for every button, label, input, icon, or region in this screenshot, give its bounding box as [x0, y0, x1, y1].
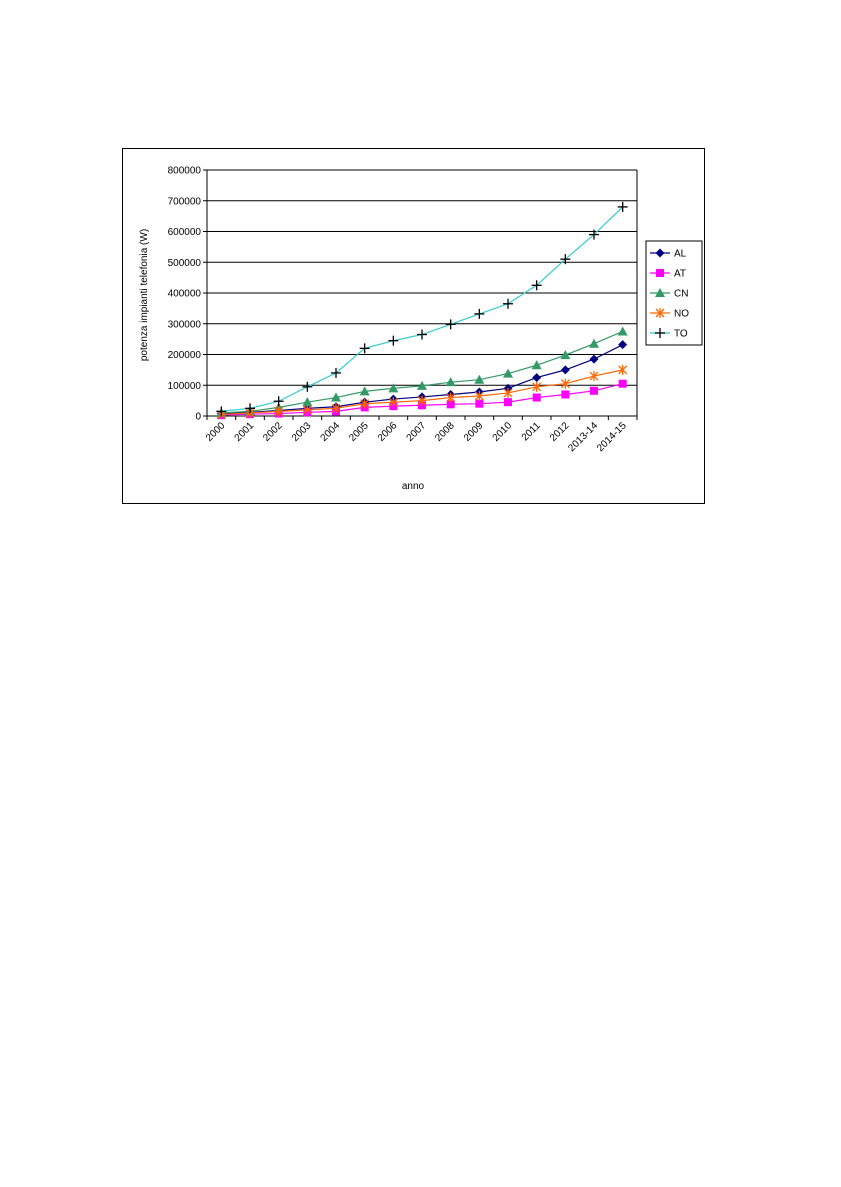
marker-to [474, 308, 485, 319]
marker-cn [302, 397, 313, 407]
y-tick-label: 200000 [168, 350, 202, 361]
legend-label-to: TO [674, 329, 688, 340]
marker-no [302, 404, 312, 415]
marker-to [531, 280, 542, 291]
y-tick-label: 700000 [168, 196, 202, 207]
x-tick-label: 2000 [204, 420, 228, 444]
x-tick-label: 2014-15 [595, 420, 629, 454]
marker-to [388, 335, 399, 346]
marker-at [532, 393, 541, 402]
marker-to [331, 367, 341, 378]
marker-at [475, 399, 484, 408]
x-tick-label: 2010 [491, 420, 515, 444]
x-tick-label: 2011 [520, 420, 543, 443]
marker-cn [331, 392, 341, 402]
y-tick-label: 500000 [168, 258, 202, 269]
x-tick-label: 2002 [261, 420, 285, 444]
marker-at [446, 400, 455, 409]
marker-no [388, 397, 398, 408]
marker-to [417, 329, 427, 340]
marker-legend-cn [655, 288, 665, 297]
marker-to [245, 403, 255, 414]
marker-at [590, 386, 598, 395]
marker-legend-at [656, 269, 664, 277]
marker-at [618, 379, 627, 388]
marker-at [504, 398, 512, 407]
line-chart: 0 100000 200000 300000 400000 500000 600000 700… [139, 166, 703, 492]
legend-label-at: AT [674, 269, 686, 280]
marker-al [532, 373, 542, 383]
x-tick-label: 2009 [462, 420, 486, 444]
marker-to [560, 254, 571, 265]
marker-no [589, 371, 599, 382]
marker-cn [531, 360, 542, 370]
marker-no [560, 378, 570, 389]
marker-cn [417, 380, 427, 390]
marker-to [216, 406, 227, 417]
marker-to [359, 343, 370, 354]
y-tick-label: 300000 [168, 319, 202, 330]
x-tick-label: 2012 [548, 420, 572, 444]
marker-al [589, 354, 599, 364]
x-tick-label: 2004 [319, 420, 343, 444]
marker-legend-no [655, 308, 665, 318]
x-tick-label: 2007 [405, 420, 429, 444]
marker-cn [474, 374, 485, 384]
y-tick-label: 0 [195, 412, 201, 423]
marker-no [331, 403, 341, 414]
marker-cn [560, 350, 571, 360]
marker-no [360, 398, 370, 409]
x-tick-label: 2008 [433, 420, 457, 444]
y-tick-label: 400000 [168, 289, 202, 300]
marker-no [446, 392, 456, 403]
marker-cn [589, 338, 599, 348]
marker-no [532, 381, 542, 392]
legend-label-cn: CN [674, 289, 688, 300]
chart-frame: 0 100000 200000 300000 400000 500000 600000 700… [122, 148, 705, 504]
x-axis-label: anno [402, 481, 425, 492]
marker-cn [388, 383, 399, 393]
marker-to [445, 319, 456, 330]
marker-to [503, 298, 513, 309]
x-tick-label: 2006 [376, 420, 400, 444]
x-tick-label: 2003 [290, 420, 314, 444]
marker-al [560, 365, 570, 375]
legend-label-no: NO [674, 309, 689, 320]
marker-cn [359, 386, 370, 396]
marker-cn [503, 368, 513, 378]
marker-cn [445, 377, 456, 387]
marker-al [618, 340, 628, 350]
marker-no [503, 387, 513, 398]
marker-to [589, 229, 599, 240]
y-axis-label: potenza impianti telefonia (W) [139, 229, 150, 361]
marker-no [618, 364, 628, 375]
y-tick-label: 600000 [168, 227, 202, 238]
x-tick-label: 2001 [233, 420, 257, 444]
marker-no [474, 391, 484, 402]
y-tick-label: 100000 [168, 381, 202, 392]
x-tick-label: 2013-14 [566, 420, 600, 454]
marker-no [417, 395, 427, 406]
marker-cn [617, 326, 628, 336]
marker-legend-to [655, 328, 665, 338]
marker-to [302, 381, 313, 392]
marker-no [274, 406, 284, 417]
x-tick-label: 2005 [347, 420, 371, 444]
y-tick-label: 800000 [168, 166, 202, 177]
marker-to [273, 396, 284, 407]
marker-at [561, 390, 570, 399]
marker-legend-al [655, 248, 665, 258]
marker-to [617, 201, 628, 212]
legend-label-al: AL [674, 249, 687, 260]
